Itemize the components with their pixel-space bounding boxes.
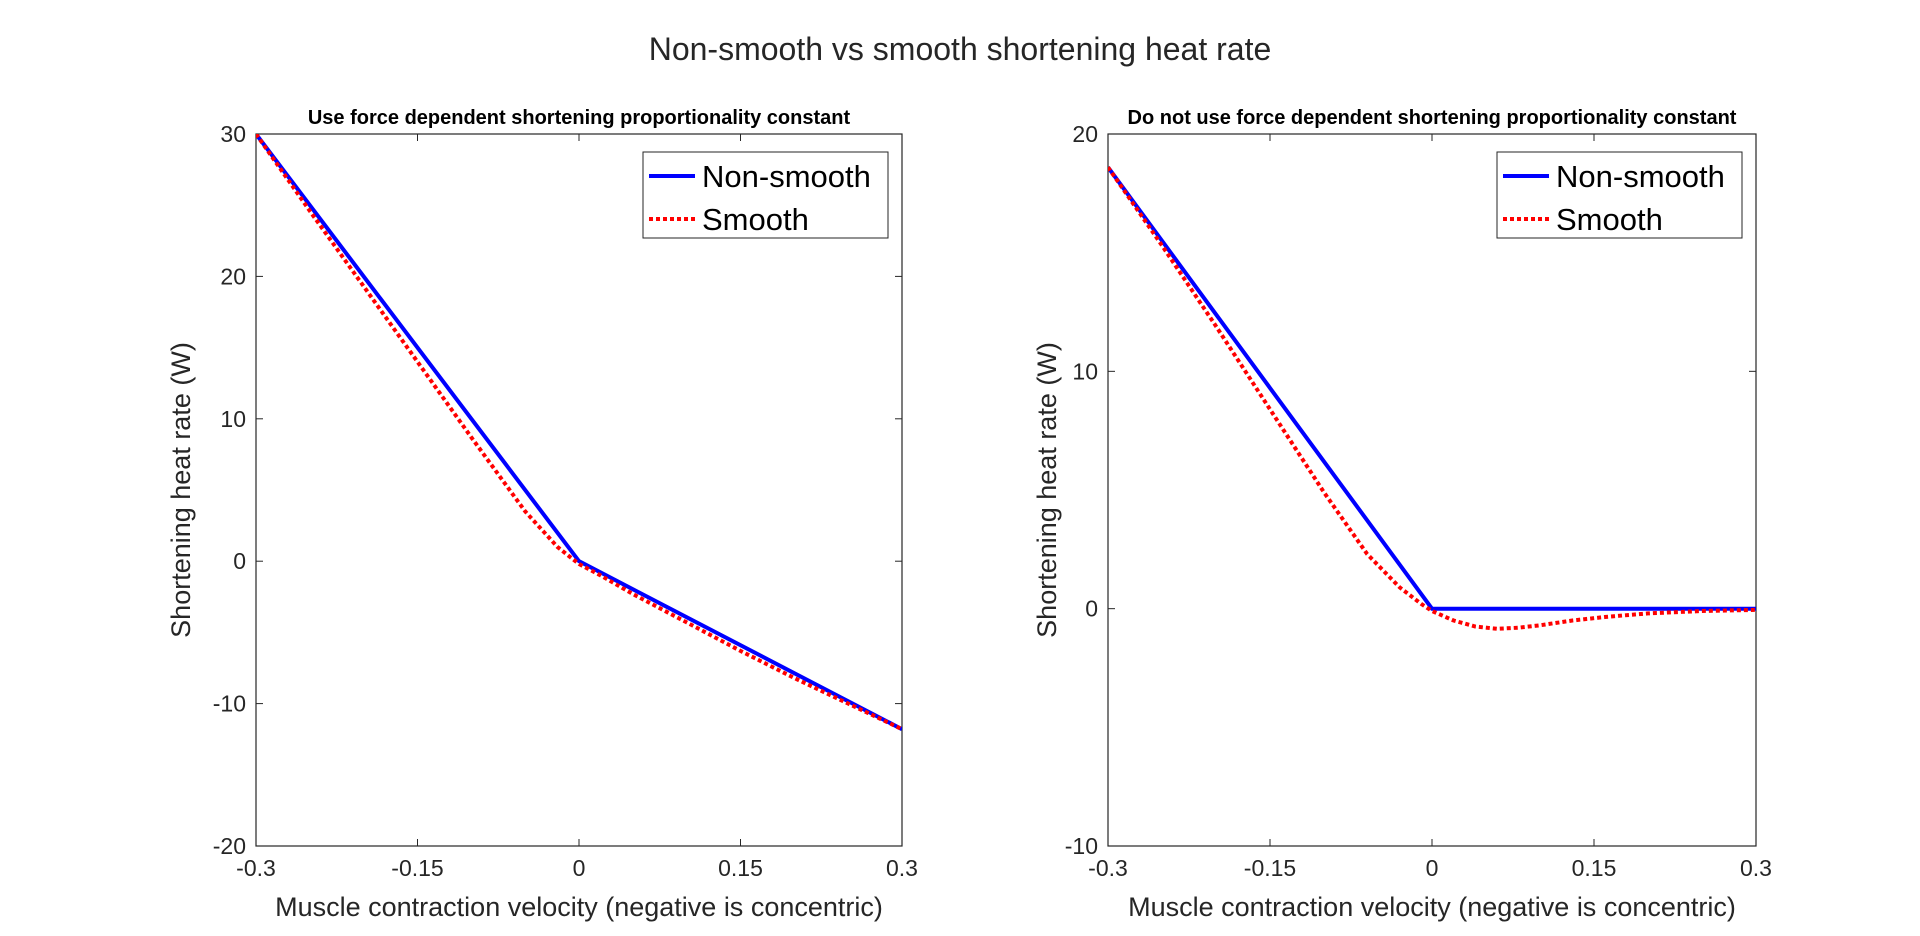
right-y-tick-label: -10 xyxy=(1065,833,1098,859)
left-plot-area xyxy=(255,133,903,847)
right-x-tick-label: 0.3 xyxy=(1740,855,1772,881)
left-x-tick-label: 0.15 xyxy=(718,855,763,881)
left-y-tick-label: -10 xyxy=(213,691,246,717)
left-series-non-smooth-line xyxy=(256,134,902,731)
right-x-tick-label: -0.15 xyxy=(1244,855,1296,881)
right-chart-panel: Do not use force dependent shortening pr… xyxy=(1032,107,1772,922)
right-y-tick-label: 10 xyxy=(1072,358,1098,384)
right-legend-label-smooth: Smooth xyxy=(1556,202,1663,237)
left-x-tick-label: -0.3 xyxy=(236,855,276,881)
left-y-axis-label: Shortening heat rate (W) xyxy=(166,342,196,638)
left-legend-label-smooth: Smooth xyxy=(702,202,809,237)
right-y-tick-label: 20 xyxy=(1072,121,1098,147)
left-legend-label-non-smooth: Non-smooth xyxy=(702,159,871,194)
left-series-smooth-line xyxy=(256,134,902,732)
right-x-tick-label: 0.15 xyxy=(1572,855,1617,881)
left-chart-panel: Use force dependent shortening proportio… xyxy=(166,107,918,922)
figure-suptitle: Non-smooth vs smooth shortening heat rat… xyxy=(649,31,1272,67)
left-y-tick-label: -20 xyxy=(213,833,246,859)
left-x-axis-label: Muscle contraction velocity (negative is… xyxy=(275,892,883,922)
right-chart-title: Do not use force dependent shortening pr… xyxy=(1128,107,1737,129)
right-legend-box xyxy=(1496,151,1743,239)
right-y-tick-label: 0 xyxy=(1085,596,1098,622)
right-series-non-smooth-line xyxy=(1108,166,1756,611)
left-y-tick-label: 0 xyxy=(233,548,246,574)
right-legend-label-non-smooth: Non-smooth xyxy=(1556,159,1725,194)
right-plot-area xyxy=(1107,133,1757,847)
left-y-tick-label: 10 xyxy=(220,406,246,432)
right-x-tick-label: -0.3 xyxy=(1088,855,1128,881)
left-y-tick-label: 30 xyxy=(220,121,246,147)
left-x-tick-label: -0.15 xyxy=(391,855,443,881)
left-y-tick-label: 20 xyxy=(220,263,246,289)
right-x-axis-label: Muscle contraction velocity (negative is… xyxy=(1128,892,1736,922)
right-x-tick-label: 0 xyxy=(1426,855,1439,881)
left-x-tick-label: 0.3 xyxy=(886,855,918,881)
right-y-axis-label: Shortening heat rate (W) xyxy=(1032,342,1062,638)
left-legend-box xyxy=(642,151,889,239)
left-chart-title: Use force dependent shortening proportio… xyxy=(308,107,851,129)
left-x-tick-label: 0 xyxy=(573,855,586,881)
right-series-smooth-line xyxy=(1108,166,1756,631)
